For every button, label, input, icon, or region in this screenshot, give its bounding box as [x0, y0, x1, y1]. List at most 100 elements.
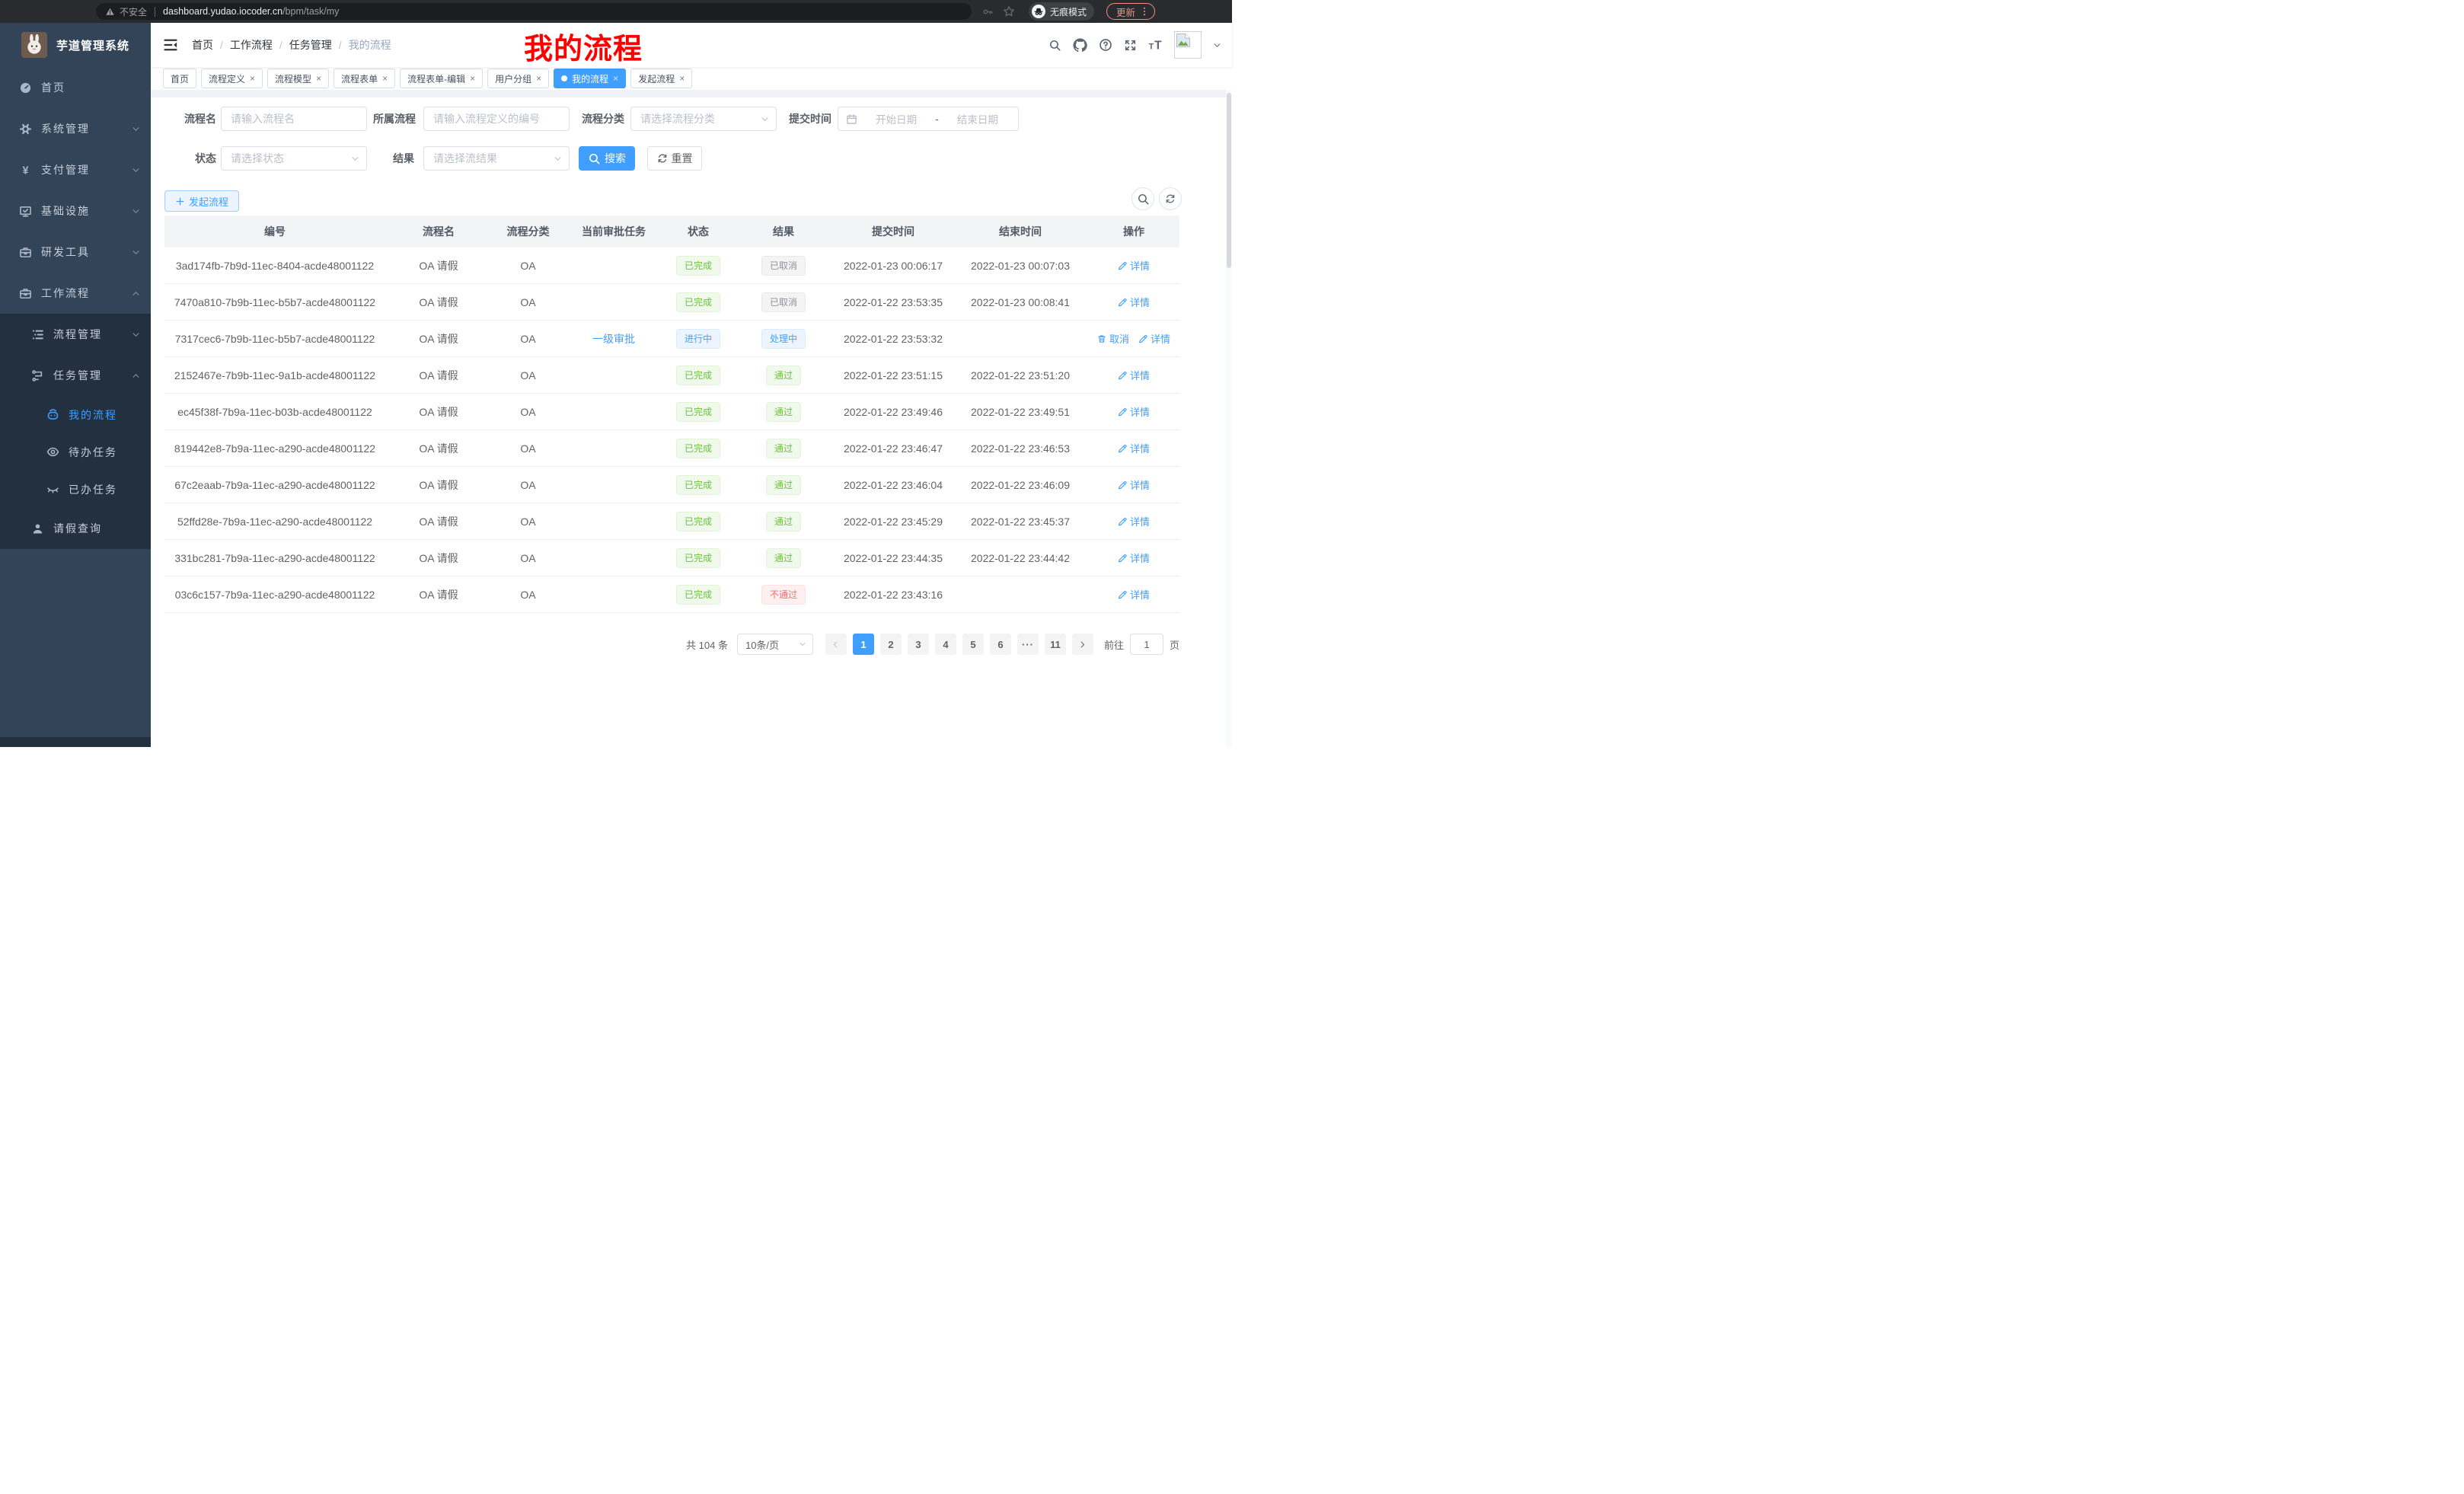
table-cell: 3ad174fb-7b9d-11ec-8404-acde48001122: [164, 260, 385, 272]
security-label[interactable]: 不安全: [120, 6, 148, 18]
page-button-1[interactable]: 1: [852, 634, 874, 655]
help-icon[interactable]: [1099, 38, 1112, 52]
create-process-button[interactable]: 发起流程: [164, 190, 239, 212]
sidebar-item-label: 工作流程: [41, 287, 90, 299]
table-row: 7317cec6-7b9b-11ec-b5b7-acde48001122 OA 请…: [164, 321, 1179, 357]
search-icon[interactable]: [1048, 39, 1061, 52]
category-select[interactable]: 请选择流程分类: [630, 107, 777, 131]
more-pages-button[interactable]: ···: [1017, 634, 1039, 655]
tab-close-icon[interactable]: ×: [613, 73, 619, 84]
sidebar-item-研发工具[interactable]: 研发工具: [0, 231, 151, 273]
home-icon[interactable]: [69, 2, 91, 21]
chrome-update-button[interactable]: 更新: [1106, 3, 1156, 20]
chevron-down-icon[interactable]: [1213, 41, 1221, 49]
tab-close-icon[interactable]: ×: [250, 73, 256, 84]
category-label: 流程分类: [582, 113, 624, 125]
sidebar-item-请假查询[interactable]: 请假查询: [0, 508, 151, 549]
table-cell: OA 请假: [385, 441, 492, 456]
incognito-badge: 无痕模式: [1029, 2, 1095, 21]
vertical-scrollbar[interactable]: [1226, 90, 1232, 747]
sidebar-item-待办任务[interactable]: 待办任务: [0, 433, 151, 471]
column-header: 编号: [264, 225, 286, 238]
detail-action-button[interactable]: 详情: [1118, 295, 1150, 309]
current-task-link[interactable]: 一级审批: [592, 332, 635, 345]
detail-action-button[interactable]: 详情: [1118, 587, 1150, 602]
kebab-menu-icon[interactable]: [1139, 6, 1150, 17]
refresh-table-button[interactable]: [1159, 187, 1182, 210]
cancel-action-button[interactable]: 取消: [1097, 331, 1129, 346]
bookmark-star-icon[interactable]: [1003, 5, 1015, 18]
tab-流程表单-编辑[interactable]: 流程表单-编辑 ×: [400, 69, 484, 88]
next-page-button[interactable]: [1071, 634, 1093, 655]
create-process-label: 发起流程: [188, 196, 228, 208]
page-button-5[interactable]: 5: [962, 634, 984, 655]
app-logo[interactable]: 芋道管理系统: [0, 23, 151, 67]
detail-action-button[interactable]: 详情: [1118, 441, 1150, 455]
page-button-4[interactable]: 4: [934, 634, 956, 655]
breadcrumb-item[interactable]: 任务管理: [289, 39, 332, 51]
table-cell: 通过: [733, 547, 834, 568]
forward-icon[interactable]: [23, 2, 46, 21]
process-name-input[interactable]: [221, 107, 367, 131]
tab-close-icon[interactable]: ×: [470, 73, 476, 84]
sidebar-item-任务管理[interactable]: 任务管理: [0, 355, 151, 396]
page-button-11[interactable]: 11: [1044, 634, 1066, 655]
detail-action-button[interactable]: 详情: [1118, 477, 1150, 492]
status-select[interactable]: 请选择状态: [221, 146, 367, 171]
page-size-select[interactable]: 10条/页: [736, 634, 813, 655]
search-button[interactable]: 搜索: [579, 146, 635, 171]
breadcrumb-item[interactable]: 首页: [192, 39, 213, 51]
goto-page-input[interactable]: [1129, 634, 1163, 655]
sidebar-item-首页[interactable]: 首页: [0, 67, 151, 108]
sidebar-item-基础设施[interactable]: 基础设施: [0, 190, 151, 231]
page-button-3[interactable]: 3: [907, 634, 929, 655]
back-icon[interactable]: [0, 2, 23, 21]
sidebar-item-我的流程[interactable]: 我的流程: [0, 396, 151, 433]
scrollbar-thumb[interactable]: [1227, 93, 1231, 268]
tab-close-icon[interactable]: ×: [382, 73, 388, 84]
prev-page-button[interactable]: [825, 634, 847, 655]
tab-用户分组[interactable]: 用户分组 ×: [487, 69, 550, 88]
tab-流程模型[interactable]: 流程模型 ×: [267, 69, 330, 88]
table-cell: 2152467e-7b9b-11ec-9a1b-acde48001122: [164, 369, 385, 381]
sidebar-item-工作流程[interactable]: 工作流程: [0, 273, 151, 314]
breadcrumb-item[interactable]: 工作流程: [229, 39, 273, 51]
detail-action-button[interactable]: 详情: [1118, 258, 1150, 273]
tab-流程表单[interactable]: 流程表单 ×: [334, 69, 396, 88]
toggle-search-button[interactable]: [1131, 187, 1154, 210]
detail-action-button[interactable]: 详情: [1138, 331, 1170, 346]
detail-action-button[interactable]: 详情: [1118, 551, 1150, 565]
reload-icon[interactable]: [46, 2, 69, 21]
github-icon[interactable]: [1073, 37, 1087, 53]
fullscreen-icon[interactable]: [1124, 39, 1137, 52]
result-select[interactable]: 请选择流结果: [423, 146, 570, 171]
avatar[interactable]: [1174, 31, 1202, 59]
detail-action-button[interactable]: 详情: [1118, 514, 1150, 528]
parent-process-input[interactable]: [423, 107, 570, 131]
sidebar-item-已办任务[interactable]: 已办任务: [0, 471, 151, 508]
collapse-sidebar-icon[interactable]: [163, 37, 178, 53]
detail-action-button[interactable]: 详情: [1118, 368, 1150, 382]
table-cell: 2022-01-22 23:53:35: [834, 296, 953, 308]
tab-close-icon[interactable]: ×: [679, 73, 685, 84]
page-button-2[interactable]: 2: [879, 634, 902, 655]
detail-action-button[interactable]: 详情: [1118, 404, 1150, 419]
submit-time-range-picker[interactable]: 开始日期 - 结束日期: [838, 107, 1019, 131]
sidebar-item-系统管理[interactable]: 系统管理: [0, 108, 151, 149]
page-button-6[interactable]: 6: [989, 634, 1011, 655]
reset-button[interactable]: 重置: [647, 146, 702, 171]
tab-close-icon[interactable]: ×: [536, 73, 542, 84]
tab-流程定义[interactable]: 流程定义 ×: [201, 69, 263, 88]
address-bar[interactable]: 不安全 dashboard.yudao.iocoder.cn/bpm/task/…: [96, 3, 972, 20]
chevron-down-icon: [351, 155, 359, 163]
sidebar-item-流程管理[interactable]: 流程管理: [0, 314, 151, 355]
tab-首页[interactable]: 首页: [163, 69, 197, 88]
tab-close-icon[interactable]: ×: [316, 73, 322, 84]
sidebar-item-支付管理[interactable]: ¥ 支付管理: [0, 149, 151, 190]
key-icon[interactable]: [982, 6, 994, 18]
suitcase-icon: [18, 287, 32, 300]
tab-label: 我的流程: [572, 73, 609, 85]
tab-我的流程[interactable]: 我的流程 ×: [554, 69, 627, 88]
tab-发起流程[interactable]: 发起流程 ×: [630, 69, 693, 88]
